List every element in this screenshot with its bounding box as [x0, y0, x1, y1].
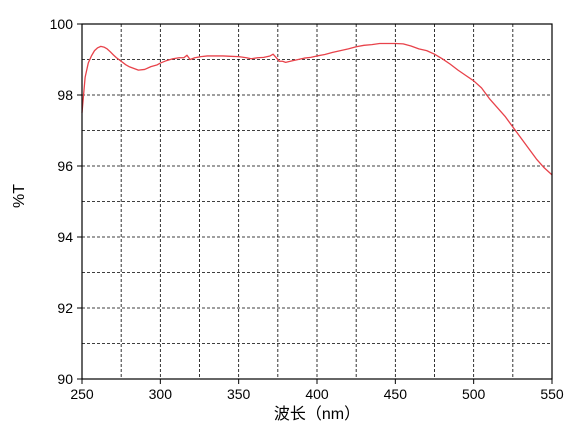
y-tick-label: 96 [57, 158, 73, 174]
y-axis-title: %T [11, 184, 28, 208]
x-tick-label: 500 [462, 386, 486, 402]
axis-ticks [77, 23, 553, 384]
series-line [81, 42, 553, 176]
x-axis-title: 波长（nm） [274, 405, 360, 423]
grid-lines [82, 24, 552, 379]
y-tick-label: 94 [57, 229, 73, 245]
y-tick-label: 100 [50, 16, 74, 32]
plot-area [81, 42, 553, 176]
tick-labels: 250 300 350 400 450 500 550 90 92 94 96 98 100 [50, 16, 564, 402]
x-tick-label: 300 [149, 386, 173, 402]
x-tick-label: 250 [70, 386, 94, 402]
y-tick-label: 98 [57, 87, 73, 103]
y-tick-label: 90 [57, 371, 73, 387]
x-tick-label: 350 [227, 386, 251, 402]
x-tick-label: 550 [540, 386, 564, 402]
x-tick-label: 450 [384, 386, 408, 402]
y-tick-label: 92 [57, 300, 73, 316]
x-tick-label: 400 [305, 386, 329, 402]
